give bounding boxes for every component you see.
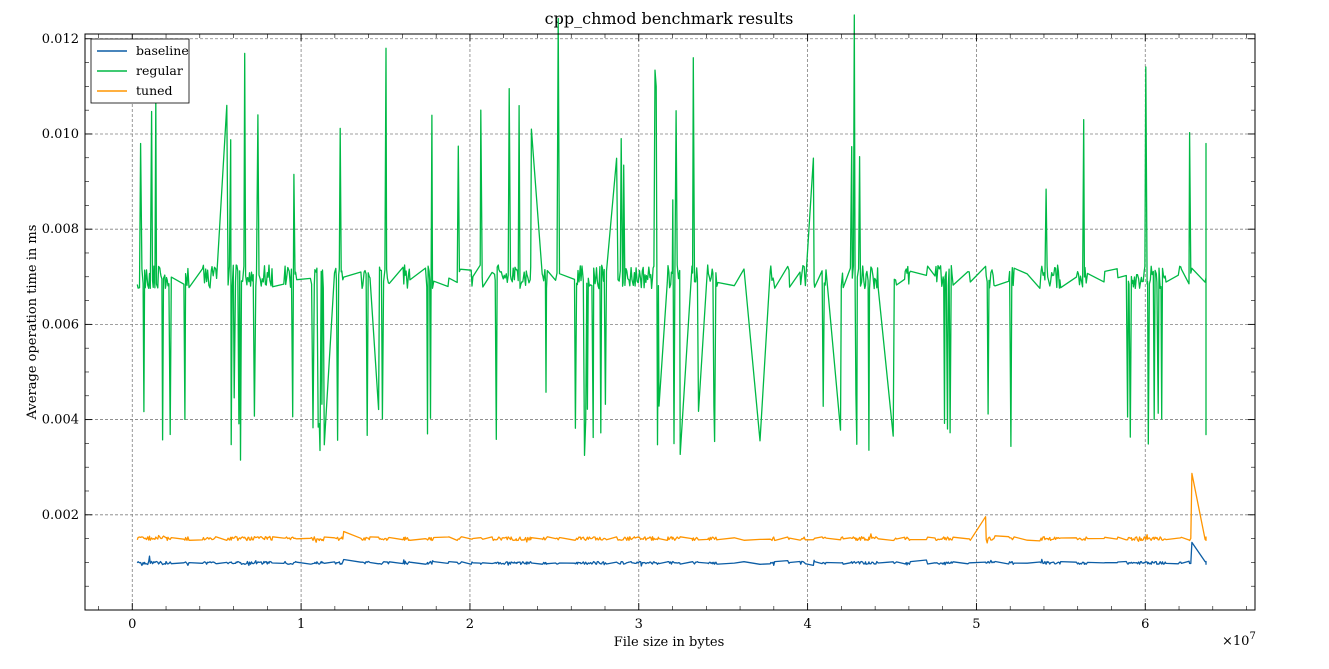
x-tick-label: 3 bbox=[635, 617, 643, 632]
series-line-regular bbox=[136, 14, 1207, 461]
series-lines bbox=[136, 14, 1207, 567]
y-tick-label: 0.004 bbox=[42, 413, 79, 428]
series-line-baseline bbox=[136, 541, 1207, 567]
y-axis-label: Average operation time in ms bbox=[25, 225, 40, 421]
x-tick-label: 1 bbox=[297, 617, 305, 632]
y-tick-label: 0.012 bbox=[42, 32, 79, 47]
y-tick-label: 0.008 bbox=[42, 222, 79, 237]
chart-title: cpp_chmod benchmark results bbox=[545, 9, 794, 28]
grid-lines bbox=[85, 34, 1255, 610]
axis-ticks: 0 1 2 3 4 5 6 0.002 0.004 0.006 0.008 0.010 0.012 bbox=[42, 32, 1255, 632]
x-axis-offset: ×107 bbox=[1222, 631, 1256, 649]
x-tick-label: 4 bbox=[803, 617, 811, 632]
series-line-tuned bbox=[136, 472, 1207, 544]
legend-label-baseline: baseline bbox=[136, 43, 189, 58]
legend-label-tuned: tuned bbox=[136, 83, 173, 98]
plot-frame bbox=[84, 33, 1256, 611]
y-tick-label: 0.010 bbox=[42, 127, 79, 142]
x-tick-label: 5 bbox=[972, 617, 980, 632]
legend: baseline regular tuned bbox=[90, 38, 190, 104]
x-tick-label: 6 bbox=[1141, 617, 1149, 632]
x-offset-base: ×10 bbox=[1222, 634, 1249, 649]
y-tick-label: 0.002 bbox=[42, 508, 79, 523]
x-tick-label: 2 bbox=[466, 617, 474, 632]
x-axis-label: File size in bytes bbox=[614, 635, 725, 650]
y-tick-label: 0.006 bbox=[42, 317, 79, 332]
x-tick-label: 0 bbox=[128, 617, 136, 632]
x-offset-exponent: 7 bbox=[1249, 631, 1255, 642]
legend-label-regular: regular bbox=[136, 63, 183, 78]
